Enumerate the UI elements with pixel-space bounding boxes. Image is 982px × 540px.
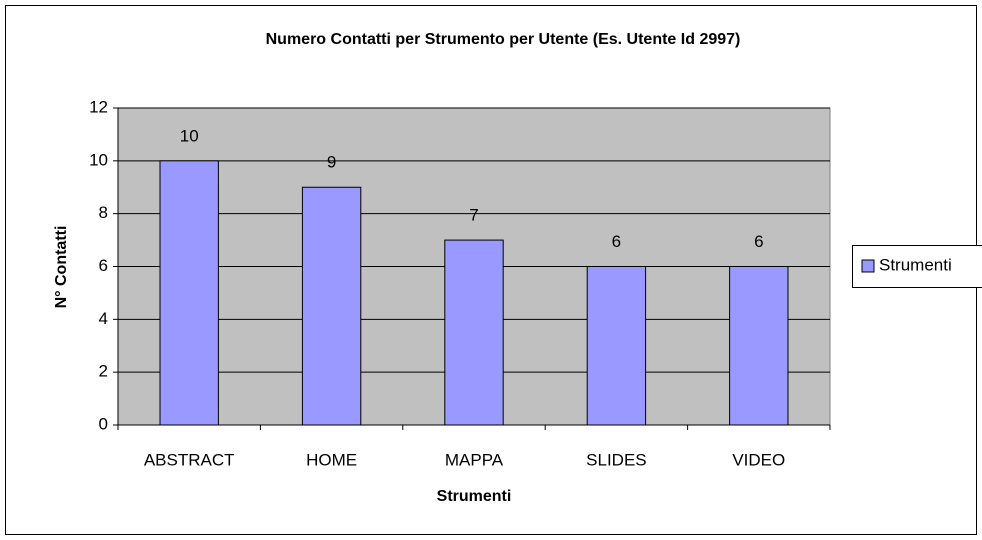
bar	[159, 160, 219, 426]
x-tick-label: SLIDES	[586, 450, 646, 469]
y-tick-label: 8	[99, 203, 108, 222]
bar	[586, 266, 647, 426]
y-tick-label: 10	[89, 150, 108, 169]
x-tick-label: HOME	[306, 450, 357, 469]
legend-label: Strumenti	[879, 255, 952, 274]
y-tick-label: 12	[89, 97, 108, 116]
x-tick-label: VIDEO	[732, 450, 785, 469]
chart-title: Numero Contatti per Strumento per Utente…	[266, 31, 741, 48]
data-label: 10	[180, 126, 199, 145]
data-label: 7	[469, 206, 478, 225]
bar	[444, 239, 504, 426]
legend-swatch	[861, 259, 875, 273]
x-tick-label: MAPPA	[445, 450, 504, 469]
data-label: 9	[327, 153, 336, 172]
y-tick-label: 6	[99, 256, 108, 275]
bar	[729, 266, 789, 426]
data-label: 6	[612, 232, 621, 251]
y-tick-label: 0	[99, 414, 108, 433]
y-tick-label: 4	[99, 309, 108, 328]
y-axis-label: N° Contatti	[53, 226, 70, 309]
data-label: 6	[754, 232, 763, 251]
x-axis-label: Strumenti	[437, 488, 512, 505]
bar	[301, 186, 362, 426]
x-tick-label: ABSTRACT	[144, 450, 235, 469]
y-tick-label: 2	[99, 362, 108, 381]
